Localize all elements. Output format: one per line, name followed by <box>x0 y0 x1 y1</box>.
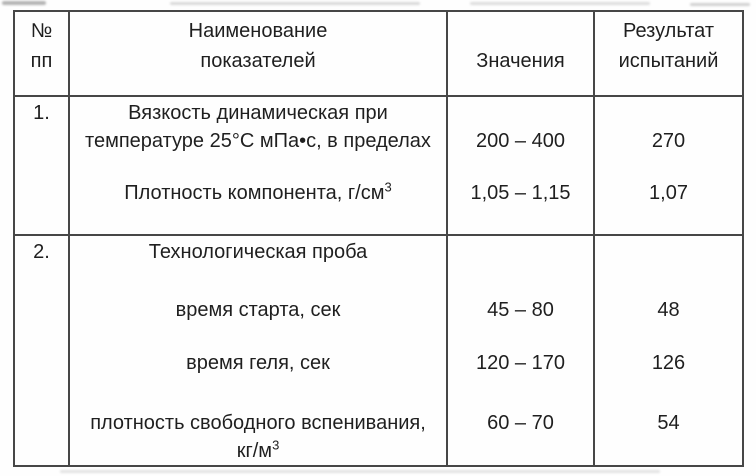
row-group-title: Технологическая проба <box>148 241 368 263</box>
test-result-cell: 48 126 54 <box>595 236 742 465</box>
test-result: 54 <box>657 412 680 434</box>
value-range-cell: 200 – 400 1,05 – 1,15 <box>448 96 595 234</box>
row-number-cell: 1. <box>15 96 70 234</box>
value-range: 120 – 170 <box>476 352 565 374</box>
table-row-1: 1. Вязкость динамическая при температуре… <box>15 96 742 236</box>
indicator-name-line: время старта, сек <box>175 299 341 321</box>
scan-artifact <box>2 1 46 5</box>
row-number: 2. <box>33 241 50 263</box>
value-range-cell: 45 – 80 120 – 170 60 – 70 <box>448 236 595 465</box>
col-header-name-line1: Наименование <box>188 20 328 42</box>
indicator-name-line: кг/м3 <box>70 437 446 465</box>
test-result: 270 <box>651 129 686 152</box>
value-range: 1,05 – 1,15 <box>470 181 571 204</box>
indicator-name-text: Плотность компонента, г/см <box>124 181 385 204</box>
row-number: 1. <box>33 101 50 124</box>
col-header-value-label: Значения <box>476 50 565 72</box>
indicator-name-cell: Технологическая проба время старта, сек … <box>70 236 448 465</box>
indicator-name-line: Вязкость динамическая при <box>128 101 388 124</box>
indicator-name-cell: Вязкость динамическая при температуре 25… <box>70 96 448 234</box>
value-range: 200 – 400 <box>476 129 565 152</box>
test-result: 126 <box>651 352 686 374</box>
test-report-table: № пп Наименование показателей Значения Р… <box>13 10 744 467</box>
value-range: 60 – 70 <box>487 412 554 434</box>
indicator-name-line: время геля, сек <box>186 352 330 374</box>
col-header-result: Результат испытаний <box>595 12 742 95</box>
col-header-result-line1: Результат <box>623 20 714 42</box>
test-result: 48 <box>657 299 680 321</box>
scan-artifact <box>470 2 650 5</box>
indicator-name-line: температуре 25°С мПа•с, в пределах <box>85 129 431 152</box>
test-result-cell: 270 1,07 <box>595 97 742 235</box>
indicator-name-line: плотность свободного вспенивания, <box>90 412 426 434</box>
indicator-name-line: Плотность компонента, г/см3 <box>70 179 446 207</box>
scan-artifact <box>690 3 750 6</box>
col-header-no-line2: пп <box>30 50 53 72</box>
scan-artifact <box>60 470 660 473</box>
row-number-cell: 2. <box>15 236 70 465</box>
scan-artifact <box>170 2 420 5</box>
col-header-no-line1: № <box>30 20 53 42</box>
value-range: 45 – 80 <box>487 299 554 321</box>
superscript: 3 <box>272 437 280 453</box>
col-header-value: Значения <box>448 12 595 95</box>
col-header-no: № пп <box>15 12 70 95</box>
col-header-name-line2: показателей <box>200 50 316 72</box>
col-header-result-line2: испытаний <box>618 50 719 72</box>
col-header-name: Наименование показателей <box>70 12 448 95</box>
test-result: 1,07 <box>649 181 688 204</box>
table-row-2: 2. Технологическая проба время старта, с… <box>15 236 742 465</box>
table-header-row: № пп Наименование показателей Значения Р… <box>15 12 742 97</box>
superscript: 3 <box>384 178 392 194</box>
indicator-unit-text: кг/м <box>236 440 273 462</box>
